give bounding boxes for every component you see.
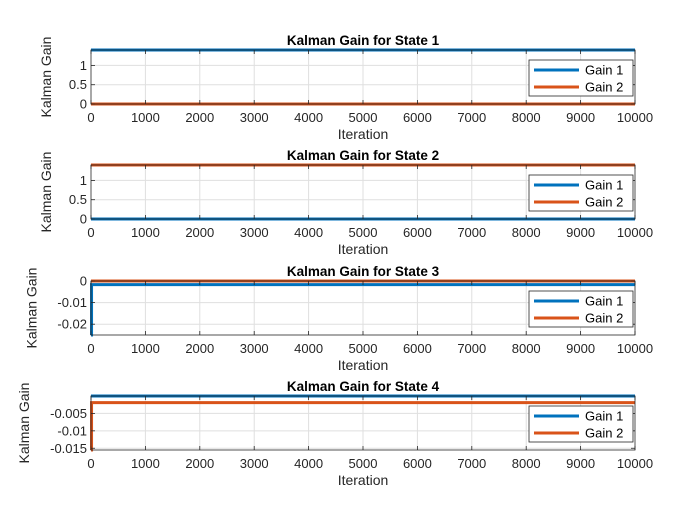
legend-label-gain-1: Gain 1 [585, 294, 623, 309]
chart-title: Kalman Gain for State 2 [287, 148, 439, 163]
x-tick-label: 9000 [566, 225, 595, 240]
x-tick-label: 0 [87, 341, 94, 356]
y-tick-label: 0.5 [69, 192, 87, 207]
legend: Gain 1 Gain 2 [528, 174, 634, 212]
x-tick-label: 10000 [617, 225, 653, 240]
x-tick-label: 10000 [617, 456, 653, 471]
y-tick-label: -0.005 [50, 406, 87, 421]
x-tick-label: 1000 [131, 456, 160, 471]
subplot-3: 0 1000 2000 3000 4000 5000 6000 7000 8000 9000 100… [24, 264, 654, 373]
x-tick-label: 8000 [512, 456, 541, 471]
x-tick-label: 0 [87, 225, 94, 240]
x-tick-label: 3000 [240, 456, 269, 471]
subplot-2: 0 1000 2000 3000 4000 5000 6000 7000 8000 9000 100… [38, 148, 653, 257]
chart-title: Kalman Gain for State 4 [287, 379, 440, 394]
x-tick-label: 0 [87, 110, 94, 125]
x-tick-label: 5000 [349, 110, 378, 125]
x-tick-label: 4000 [294, 110, 323, 125]
x-tick-label: 9000 [566, 110, 595, 125]
x-tick-label: 8000 [512, 110, 541, 125]
y-tick-label: -0.01 [57, 423, 87, 438]
y-tick-label: 0 [80, 97, 87, 112]
legend: Gain 1 Gain 2 [528, 290, 634, 328]
legend: Gain 1 Gain 2 [528, 405, 634, 443]
x-tick-label: 8000 [512, 225, 541, 240]
x-tick-label: 10000 [617, 110, 653, 125]
legend-label-gain-1: Gain 1 [585, 178, 623, 193]
subplot-4: 0 1000 2000 3000 4000 5000 6000 7000 8000 9000 100… [16, 379, 653, 488]
subplot-1: 0 1000 2000 3000 4000 5000 6000 7000 8000 9000 100… [38, 33, 653, 142]
y-axis-label: Kalman Gain [24, 268, 40, 349]
x-tick-label: 10000 [617, 341, 653, 356]
legend-label-gain-2: Gain 2 [585, 195, 623, 210]
x-axis-label: Iteration [338, 126, 389, 142]
x-tick-label: 3000 [240, 110, 269, 125]
x-tick-label: 3000 [240, 225, 269, 240]
legend-box [528, 290, 634, 328]
y-tick-label: -0.015 [50, 441, 87, 456]
x-tick-label: 7000 [457, 456, 486, 471]
legend-label-gain-1: Gain 1 [585, 409, 623, 424]
x-tick-label: 5000 [349, 225, 378, 240]
y-tick-label: 1 [80, 173, 87, 188]
x-tick-label: 1000 [131, 110, 160, 125]
legend-label-gain-2: Gain 2 [585, 426, 623, 441]
x-tick-label: 1000 [131, 225, 160, 240]
legend: Gain 1 Gain 2 [528, 59, 634, 97]
legend-label-gain-2: Gain 2 [585, 80, 623, 95]
x-tick-label: 9000 [566, 456, 595, 471]
x-tick-label: 8000 [512, 341, 541, 356]
x-tick-label: 3000 [240, 341, 269, 356]
x-tick-label: 2000 [185, 456, 214, 471]
x-tick-label: 6000 [403, 110, 432, 125]
y-tick-label: 0.5 [69, 77, 87, 92]
y-tick-label: -0.01 [57, 295, 87, 310]
chart-title: Kalman Gain for State 3 [287, 264, 440, 279]
y-tick-label: -0.02 [57, 317, 87, 332]
x-tick-label: 2000 [185, 225, 214, 240]
x-axis-label: Iteration [338, 241, 389, 257]
x-tick-label: 5000 [349, 456, 378, 471]
x-tick-label: 1000 [131, 341, 160, 356]
x-tick-label: 0 [87, 456, 94, 471]
legend-box [528, 59, 634, 97]
y-tick-label: 0 [80, 212, 87, 227]
x-tick-label: 6000 [403, 225, 432, 240]
x-tick-label: 7000 [457, 110, 486, 125]
x-tick-label: 2000 [185, 110, 214, 125]
x-tick-label: 5000 [349, 341, 378, 356]
x-tick-label: 4000 [294, 225, 323, 240]
x-tick-label: 4000 [294, 456, 323, 471]
x-tick-label: 9000 [566, 341, 595, 356]
x-axis-label: Iteration [338, 472, 389, 488]
x-axis-label: Iteration [338, 357, 389, 373]
x-tick-label: 7000 [457, 225, 486, 240]
y-axis-label: Kalman Gain [38, 37, 54, 118]
y-axis-label: Kalman Gain [38, 152, 54, 233]
y-tick-label: 1 [80, 58, 87, 73]
y-tick-label: 0 [80, 274, 87, 289]
x-tick-label: 6000 [403, 456, 432, 471]
y-axis-label: Kalman Gain [16, 383, 32, 464]
legend-box [528, 174, 634, 212]
x-tick-label: 4000 [294, 341, 323, 356]
x-tick-label: 7000 [457, 341, 486, 356]
legend-label-gain-2: Gain 2 [585, 311, 623, 326]
chart-title: Kalman Gain for State 1 [287, 33, 440, 48]
legend-box [528, 405, 634, 443]
x-tick-label: 2000 [185, 341, 214, 356]
x-tick-label: 6000 [403, 341, 432, 356]
legend-label-gain-1: Gain 1 [585, 63, 623, 78]
